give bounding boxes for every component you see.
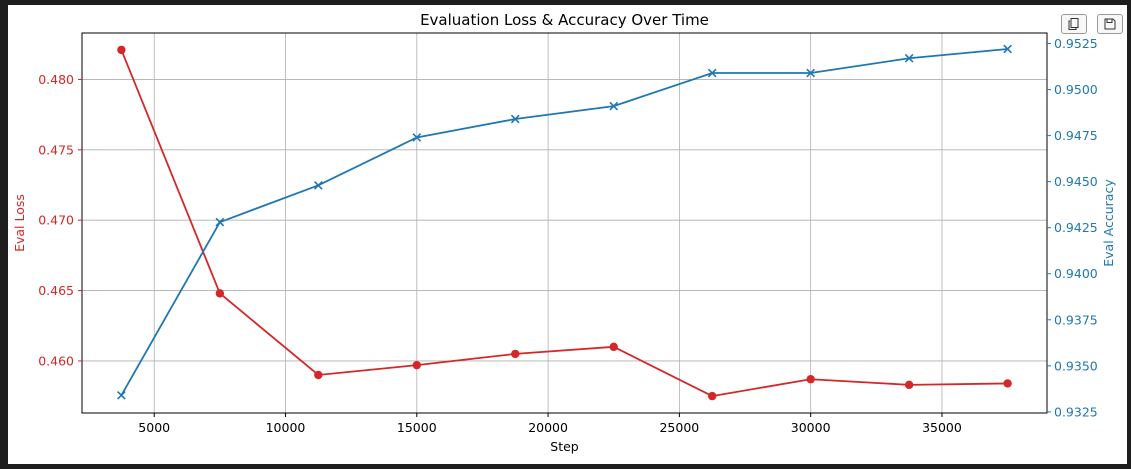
y-left-axis-label: Eval Loss [12, 194, 27, 252]
loss-point [117, 45, 126, 55]
accuracy-point [707, 68, 717, 78]
x-tick-label: 10000 [266, 420, 306, 435]
save-button[interactable] [1097, 14, 1123, 34]
y-right-tick-label: 0.9400 [1054, 266, 1098, 281]
loss-point [1003, 379, 1012, 388]
y-right-tick-label: 0.9475 [1054, 128, 1098, 143]
accuracy-point [609, 101, 619, 111]
y-left-tick-label: 0.465 [38, 283, 74, 298]
loss-point [609, 342, 618, 352]
y-right-tick-label: 0.9450 [1054, 174, 1098, 189]
save-icon [1104, 18, 1116, 30]
loss-point [904, 380, 914, 390]
y-left-tick-label: 0.475 [38, 142, 74, 157]
copy-button[interactable] [1061, 14, 1087, 34]
x-tick-label: 20000 [528, 420, 568, 435]
chart: 5000 10000 15000 20000 25000 30000 35000 0.460 0… [12, 11, 1116, 454]
x-tick-label: 35000 [922, 420, 962, 435]
copy-icon [1068, 18, 1079, 30]
accuracy-point [510, 114, 520, 124]
loss-point [215, 289, 225, 298]
plot-frame [81, 32, 1048, 414]
y-left-tick-label: 0.480 [38, 72, 74, 87]
accuracy-point [806, 68, 816, 78]
accuracy-point [412, 133, 422, 142]
y-left-tick-label: 0.460 [38, 353, 74, 368]
y-right-tick-label: 0.9350 [1054, 358, 1098, 373]
loss-series-line [120, 49, 1008, 398]
x-tick-label: 30000 [791, 420, 831, 435]
y-right-tick-label: 0.9375 [1054, 312, 1098, 327]
figure-toolbar [1061, 14, 1123, 34]
y-left-tick-label: 0.470 [38, 213, 74, 228]
accuracy-point [313, 180, 323, 190]
loss-point [708, 391, 717, 401]
loss-point [412, 360, 421, 370]
loss-point [511, 349, 520, 359]
y-right-axis-label: Eval Accuracy [1101, 179, 1116, 267]
chart-title: Evaluation Loss & Accuracy Over Time [420, 11, 709, 29]
loss-point [806, 375, 815, 384]
loss-point [314, 370, 323, 380]
x-tick-label: 15000 [397, 420, 437, 435]
y-right-tick-label: 0.9500 [1054, 82, 1098, 97]
accuracy-point [117, 390, 126, 400]
accuracy-point [215, 217, 225, 227]
x-axis-label: Step [550, 439, 579, 454]
y-right-tick-label: 0.9425 [1054, 220, 1098, 235]
figure-frame: 5000 10000 15000 20000 25000 30000 35000 0.460 0… [8, 5, 1127, 464]
accuracy-series-line [120, 48, 1008, 396]
accuracy-point [1003, 44, 1012, 54]
accuracy-point [904, 53, 914, 63]
x-tick-label: 5000 [138, 420, 170, 435]
y-right-tick-label: 0.9325 [1054, 404, 1098, 419]
y-right-tick-label: 0.9525 [1054, 36, 1098, 51]
x-tick-label: 25000 [659, 420, 699, 435]
